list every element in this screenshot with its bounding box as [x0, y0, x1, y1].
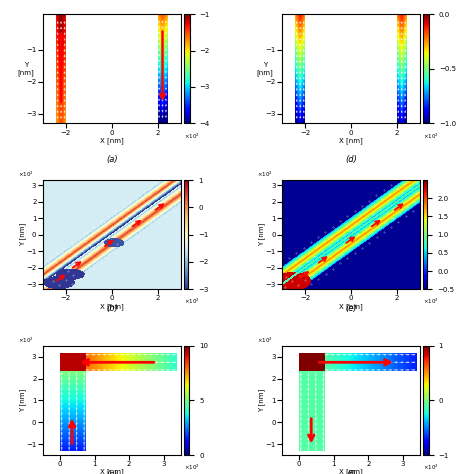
Y-axis label: Y [nm]: Y [nm] — [19, 223, 26, 246]
Text: (d): (d) — [345, 155, 357, 164]
X-axis label: X [nm]: X [nm] — [100, 469, 124, 474]
Text: (c): (c) — [106, 470, 118, 474]
Y-axis label: Y [nm]: Y [nm] — [258, 389, 265, 412]
Y-axis label: Y
[nm]: Y [nm] — [257, 62, 273, 76]
Text: $\times10^2$: $\times10^2$ — [257, 336, 273, 345]
Text: (f): (f) — [346, 470, 356, 474]
X-axis label: X [nm]: X [nm] — [100, 303, 124, 310]
Text: $\times10^2$: $\times10^2$ — [18, 336, 34, 345]
Text: $\times10^2$: $\times10^2$ — [423, 132, 438, 141]
Y-axis label: Y [nm]: Y [nm] — [19, 389, 26, 412]
X-axis label: X [nm]: X [nm] — [100, 137, 124, 144]
Text: (b): (b) — [106, 304, 118, 313]
X-axis label: X [nm]: X [nm] — [339, 303, 363, 310]
Text: $\times10^2$: $\times10^2$ — [18, 170, 34, 179]
Text: $\times10^2$: $\times10^2$ — [423, 297, 438, 306]
Y-axis label: Y
[nm]: Y [nm] — [18, 62, 35, 76]
X-axis label: X [nm]: X [nm] — [339, 469, 363, 474]
Text: $\times10^2$: $\times10^2$ — [184, 463, 200, 472]
Text: $\times10^2$: $\times10^2$ — [184, 132, 200, 141]
Text: $\times10^2$: $\times10^2$ — [423, 463, 438, 472]
Text: $\times10^2$: $\times10^2$ — [184, 297, 200, 306]
Text: $\times10^2$: $\times10^2$ — [257, 170, 273, 179]
X-axis label: X [nm]: X [nm] — [339, 137, 363, 144]
Text: (e): (e) — [345, 304, 357, 313]
Y-axis label: Y [nm]: Y [nm] — [258, 223, 265, 246]
Text: (a): (a) — [106, 155, 118, 164]
